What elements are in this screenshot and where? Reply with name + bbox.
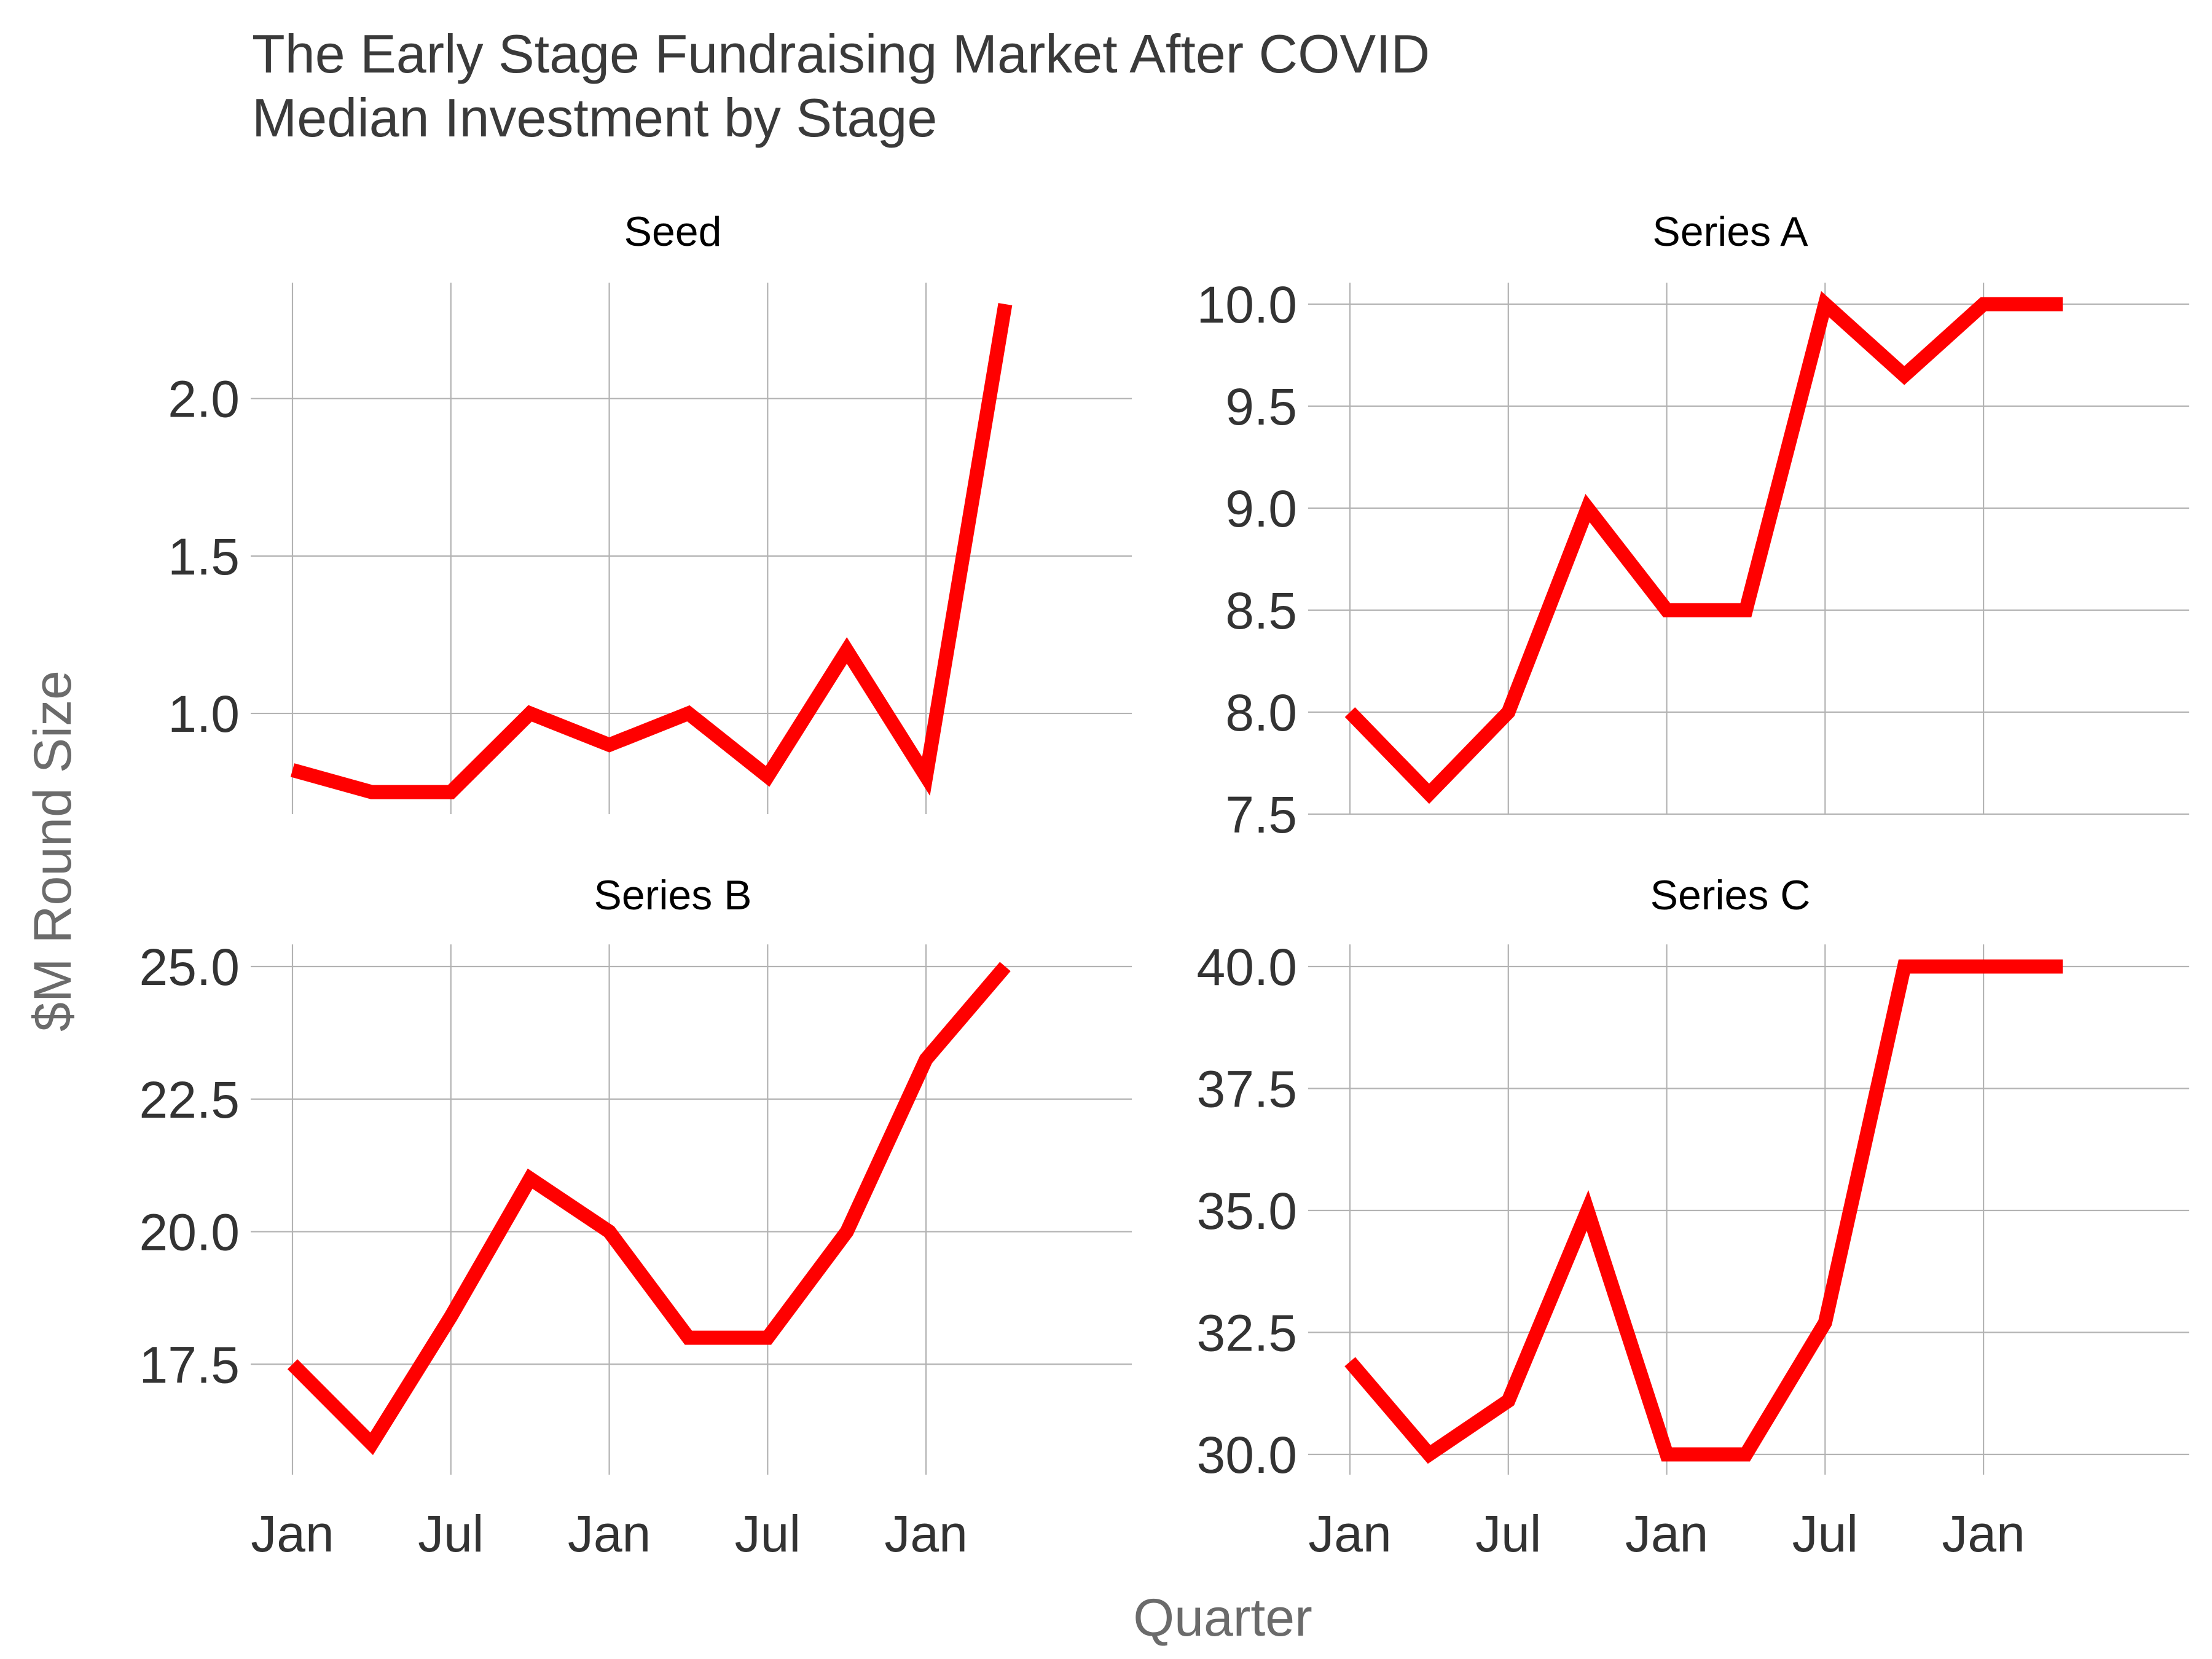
panel-series-b: Series B 17.5 20.0 22.5 25.0 Jan Jul Jan Jul Jan bbox=[139, 872, 1132, 1563]
panel-seed: Seed 1.0 1.5 2.0 bbox=[168, 208, 1132, 814]
series-line-seed bbox=[290, 303, 1013, 799]
x-axis-title: Quarter bbox=[1133, 1588, 1312, 1647]
x-tick-label-series-b-2: Jan bbox=[568, 1505, 651, 1563]
facet-panels: Seed 1.0 1.5 2.0 Series A 7.5 8.0 8.5 9.0 9.5 10.0… bbox=[139, 208, 2189, 1563]
y-tick-label-series-a-3: 9.0 bbox=[1225, 480, 1297, 538]
y-tick-label-series-c-1: 32.5 bbox=[1197, 1304, 1298, 1362]
x-tick-label-series-c-0: Jan bbox=[1308, 1505, 1391, 1563]
y-tick-label-series-a-5: 10.0 bbox=[1197, 276, 1298, 334]
strip-label-series-a: Series A bbox=[1652, 208, 1808, 255]
x-tick-label-series-c-4: Jan bbox=[1942, 1505, 2025, 1563]
panel-series-c: Series C 30.0 32.5 35.0 37.5 40.0 Jan Jul Jan Jul… bbox=[1197, 872, 2189, 1563]
y-tick-label-series-c-3: 37.5 bbox=[1197, 1061, 1298, 1118]
y-tick-label-series-c-0: 30.0 bbox=[1197, 1426, 1298, 1484]
chart-subtitle: Median Investment by Stage bbox=[252, 87, 937, 148]
series-line-series-c bbox=[1344, 959, 2063, 1464]
y-tick-label-seed-1: 1.5 bbox=[168, 528, 240, 586]
panel-series-a: Series A 7.5 8.0 8.5 9.0 9.5 10.0 bbox=[1197, 208, 2189, 844]
x-tick-label-series-b-1: Jul bbox=[418, 1505, 484, 1563]
y-tick-label-series-a-4: 9.5 bbox=[1225, 378, 1297, 436]
y-tick-label-series-b-2: 22.5 bbox=[139, 1071, 240, 1129]
y-tick-label-series-c-4: 40.0 bbox=[1197, 938, 1298, 996]
x-tick-label-series-b-3: Jul bbox=[735, 1505, 801, 1563]
strip-label-seed: Seed bbox=[624, 208, 722, 255]
series-line-series-b bbox=[287, 962, 1011, 1456]
chart-title: The Early Stage Fundraising Market After… bbox=[252, 23, 1430, 84]
y-tick-label-series-b-3: 25.0 bbox=[139, 938, 240, 996]
strip-label-series-b: Series B bbox=[594, 872, 752, 919]
y-tick-label-series-b-0: 17.5 bbox=[139, 1336, 240, 1394]
y-tick-label-seed-0: 1.0 bbox=[168, 685, 240, 743]
y-tick-label-series-a-1: 8.0 bbox=[1225, 684, 1297, 742]
y-tick-label-series-a-2: 8.5 bbox=[1225, 582, 1297, 640]
y-tick-label-series-a-0: 7.5 bbox=[1225, 786, 1297, 844]
y-axis-title: $M Round Size bbox=[23, 670, 82, 1032]
x-tick-label-series-c-1: Jul bbox=[1475, 1505, 1541, 1563]
y-tick-label-series-c-2: 35.0 bbox=[1197, 1182, 1298, 1240]
x-tick-label-series-c-2: Jan bbox=[1625, 1505, 1708, 1563]
y-tick-label-series-b-1: 20.0 bbox=[139, 1204, 240, 1261]
series-line-series-a bbox=[1344, 291, 2063, 804]
x-tick-label-series-b-4: Jan bbox=[884, 1505, 967, 1563]
x-tick-label-series-b-0: Jan bbox=[251, 1505, 334, 1563]
y-tick-label-seed-2: 2.0 bbox=[168, 371, 240, 428]
strip-label-series-c: Series C bbox=[1650, 872, 1811, 919]
x-tick-label-series-c-3: Jul bbox=[1792, 1505, 1858, 1563]
